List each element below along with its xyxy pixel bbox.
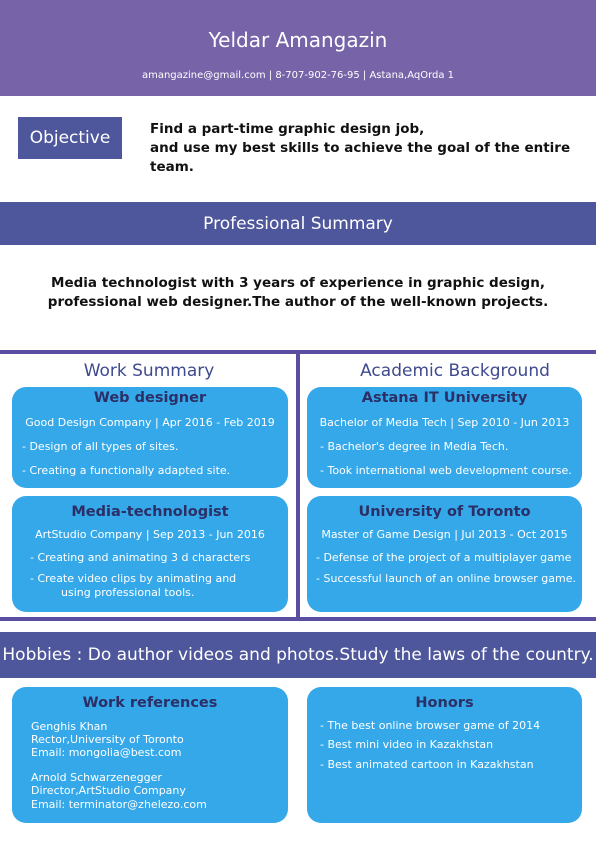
school-name: Astana IT University [361, 390, 528, 406]
applicant-name: Yeldar Amangazin [208, 28, 388, 52]
school-card: Astana IT University Bachelor of Media T… [307, 387, 582, 488]
objective-line-2: and use my best skills to achieve the go… [150, 140, 571, 175]
divider-bottom [0, 617, 596, 621]
professional-summary-text: Media technologist with 3 years of exper… [0, 274, 596, 312]
objective-label: Objective [18, 117, 122, 159]
header-banner [0, 0, 596, 96]
honors-card: Honors - The best online browser game of… [307, 687, 582, 823]
reference-role: Rector,University of Toronto [31, 733, 184, 746]
honor-item: - The best online browser game of 2014 [320, 719, 541, 732]
divider-center [296, 352, 300, 620]
job-title: Web designer [93, 390, 207, 406]
job-card: Media-technologist ArtStudio Company | S… [12, 496, 288, 612]
job-duty: using professional tools. [61, 586, 195, 599]
honor-item: - Best mini video in Kazakhstan [320, 738, 494, 751]
honor-item: - Best animated cartoon in Kazakhstan [320, 758, 534, 771]
school-degree: Bachelor of Media Tech | Sep 2010 - Jun … [319, 416, 570, 429]
reference-email: Email: mongolia@best.com [31, 746, 182, 759]
academic-background-title: Academic Background [360, 361, 550, 381]
job-card: Web designer Good Design Company | Apr 2… [12, 387, 288, 488]
school-name: University of Toronto [358, 504, 531, 520]
job-duty: - Creating and animating 3 d characters [30, 551, 251, 564]
school-note: - Took international web development cou… [320, 464, 572, 477]
reference-name: Arnold Schwarzenegger [31, 771, 162, 784]
work-summary-title: Work Summary [83, 361, 215, 381]
job-duty: - Design of all types of sites. [22, 440, 179, 453]
objective-text: Find a part-time graphic design job, and… [150, 120, 596, 177]
reference-name: Genghis Khan [31, 720, 108, 733]
reference-email: Email: terminator@zhelezo.com [31, 798, 207, 811]
job-company: ArtStudio Company | Sep 2013 - Jun 2016 [35, 528, 265, 541]
school-degree: Master of Game Design | Jul 2013 - Oct 2… [321, 528, 568, 541]
references-card: Work references Genghis Khan Rector,Univ… [12, 687, 288, 823]
reference-role: Director,ArtStudio Company [31, 784, 186, 797]
professional-summary-heading: Professional Summary [0, 202, 596, 245]
school-note: - Bachelor's degree in Media Tech. [320, 440, 509, 453]
objective-line-1: Find a part-time graphic design job, [150, 121, 425, 137]
job-duty: - Creating a functionally adapted site. [22, 464, 231, 477]
school-note: - Successful launch of an online browser… [316, 572, 576, 585]
hobbies-banner: Hobbies : Do author videos and photos.St… [0, 632, 596, 678]
references-title: Work references [82, 695, 218, 711]
job-company: Good Design Company | Apr 2016 - Feb 201… [25, 416, 275, 429]
job-duty: - Create video clips by animating and [30, 572, 237, 585]
school-note: - Defense of the project of a multiplaye… [316, 551, 572, 564]
contact-info: amangazine@gmail.com | 8-707-902-76-95 |… [141, 70, 455, 81]
honors-title: Honors [415, 695, 474, 711]
school-card: University of Toronto Master of Game Des… [307, 496, 582, 612]
summary-line-1: Media technologist with 3 years of exper… [51, 275, 545, 291]
job-title: Media-technologist [71, 504, 229, 520]
summary-line-2: professional web designer.The author of … [47, 294, 549, 310]
